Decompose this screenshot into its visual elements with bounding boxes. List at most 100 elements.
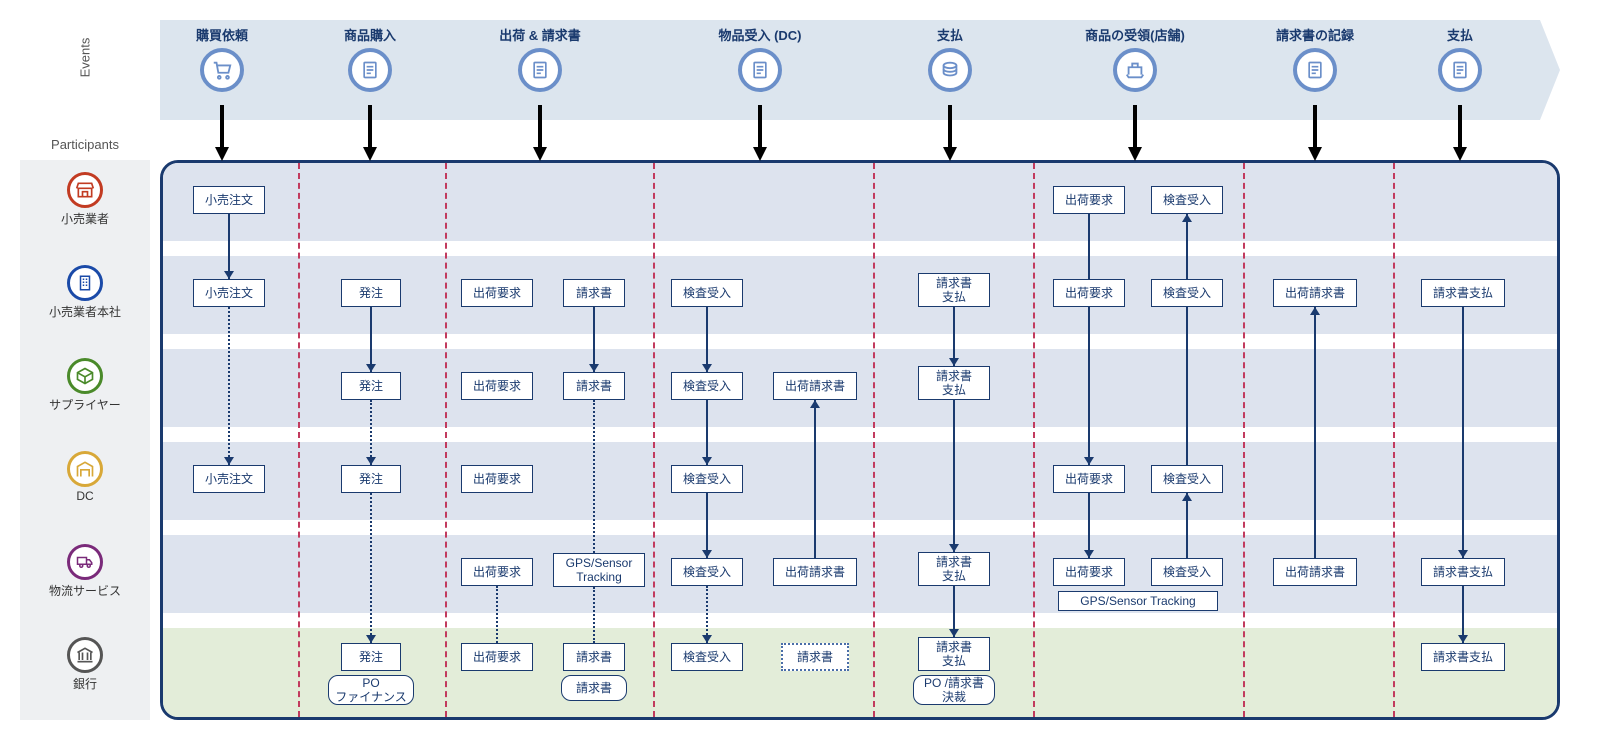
process-node: 請求書支払 — [918, 366, 990, 400]
connector — [370, 400, 372, 465]
connector — [706, 493, 708, 558]
event-title: 請求書の記録 — [1265, 25, 1365, 44]
connector — [706, 400, 708, 465]
process-node: 検査受入 — [1151, 186, 1223, 214]
event-column: 支払 — [900, 25, 1000, 92]
process-node: 出荷請求書 — [1273, 279, 1357, 307]
events-label: Events — [78, 0, 93, 123]
process-node: 出荷要求 — [461, 372, 533, 400]
truck-icon — [67, 544, 103, 580]
doc-icon — [518, 48, 562, 92]
participant: DC — [20, 451, 150, 503]
connector — [370, 493, 372, 643]
process-node: 発注 — [341, 372, 401, 400]
process-node: 検査受入 — [671, 372, 743, 400]
event-column: 物品受入 (DC) — [710, 25, 810, 92]
doc-icon — [1293, 48, 1337, 92]
connector — [496, 586, 498, 643]
connector — [1088, 307, 1090, 465]
event-title: 購買依頼 — [172, 25, 272, 44]
participant-label: 物流サービス — [20, 582, 150, 599]
event-column: 商品の受領(店舗) — [1085, 25, 1185, 92]
connector — [1088, 214, 1090, 279]
process-node: 請求書支払 — [1421, 279, 1505, 307]
process-node: 請求書支払 — [1421, 558, 1505, 586]
process-node: GPS/Sensor Tracking — [1058, 591, 1218, 611]
event-title: 商品購入 — [320, 25, 420, 44]
process-node: 出荷要求 — [461, 465, 533, 493]
process-node: 小売注文 — [193, 279, 265, 307]
column-divider — [1033, 163, 1035, 717]
connector — [1186, 493, 1188, 558]
participant-label: 小売業者本社 — [20, 303, 150, 320]
participant-label: 小売業者 — [20, 210, 150, 227]
coins-icon — [928, 48, 972, 92]
participant: 物流サービス — [20, 544, 150, 599]
process-node: 請求書支払 — [1421, 643, 1505, 671]
connector — [953, 400, 955, 552]
event-title: 物品受入 (DC) — [710, 25, 810, 44]
connector — [228, 307, 230, 465]
process-node: 出荷請求書 — [773, 372, 857, 400]
participant: サプライヤー — [20, 358, 150, 413]
process-node: 出荷請求書 — [773, 558, 857, 586]
connector — [814, 400, 816, 558]
participant: 銀行 — [20, 637, 150, 692]
process-node: 請求書 — [563, 643, 625, 671]
process-node: 出荷要求 — [461, 643, 533, 671]
warehouse-icon — [67, 451, 103, 487]
doc-icon — [1438, 48, 1482, 92]
column-divider — [298, 163, 300, 717]
connector — [1462, 307, 1464, 558]
process-node: 出荷要求 — [1053, 558, 1125, 586]
participants-label: Participants — [20, 137, 150, 152]
event-title: 商品の受領(店舗) — [1085, 25, 1185, 44]
store-icon — [67, 172, 103, 208]
event-column: 支払 — [1410, 25, 1510, 92]
event-title: 支払 — [900, 25, 1000, 44]
process-node: 小売注文 — [193, 186, 265, 214]
process-node: 請求書支払 — [918, 552, 990, 586]
process-node: 検査受入 — [1151, 465, 1223, 493]
process-node: 請求書 — [563, 372, 625, 400]
process-node: 請求書支払 — [918, 637, 990, 671]
bank-icon — [67, 637, 103, 673]
event-column: 請求書の記録 — [1265, 25, 1365, 92]
building-icon — [67, 265, 103, 301]
process-node: 発注 — [341, 465, 401, 493]
connector — [228, 214, 230, 279]
event-title: 支払 — [1410, 25, 1510, 44]
event-title: 出荷 & 請求書 — [490, 25, 590, 44]
participant-label: サプライヤー — [20, 396, 150, 413]
swimlane — [163, 163, 1557, 241]
connector — [593, 400, 595, 553]
process-node: 出荷要求 — [1053, 186, 1125, 214]
process-node: POファイナンス — [328, 675, 414, 705]
process-node: 発注 — [341, 279, 401, 307]
column-divider — [1393, 163, 1395, 717]
event-column: 商品購入 — [320, 25, 420, 92]
process-node: 検査受入 — [1151, 558, 1223, 586]
doc-icon — [738, 48, 782, 92]
process-node: 出荷要求 — [1053, 465, 1125, 493]
connector — [1314, 307, 1316, 558]
participant: 小売業者 — [20, 172, 150, 227]
connector — [1088, 493, 1090, 558]
process-node: 検査受入 — [671, 279, 743, 307]
process-node: 請求書支払 — [918, 273, 990, 307]
event-column: 出荷 & 請求書 — [490, 25, 590, 92]
column-divider — [1243, 163, 1245, 717]
connector — [1186, 307, 1188, 465]
participant-label: DC — [20, 489, 150, 503]
process-node: 検査受入 — [1151, 279, 1223, 307]
process-diagram: Events Participants 小売注文小売注文小売注文発注発注発注発注… — [20, 20, 1580, 730]
column-divider — [873, 163, 875, 717]
participant: 小売業者本社 — [20, 265, 150, 320]
connector — [370, 307, 372, 372]
cart-icon — [200, 48, 244, 92]
process-node: 出荷要求 — [461, 558, 533, 586]
process-node: PO /請求書決裁 — [913, 675, 995, 705]
column-divider — [445, 163, 447, 717]
process-node: 請求書 — [561, 675, 627, 701]
process-node: 検査受入 — [671, 643, 743, 671]
